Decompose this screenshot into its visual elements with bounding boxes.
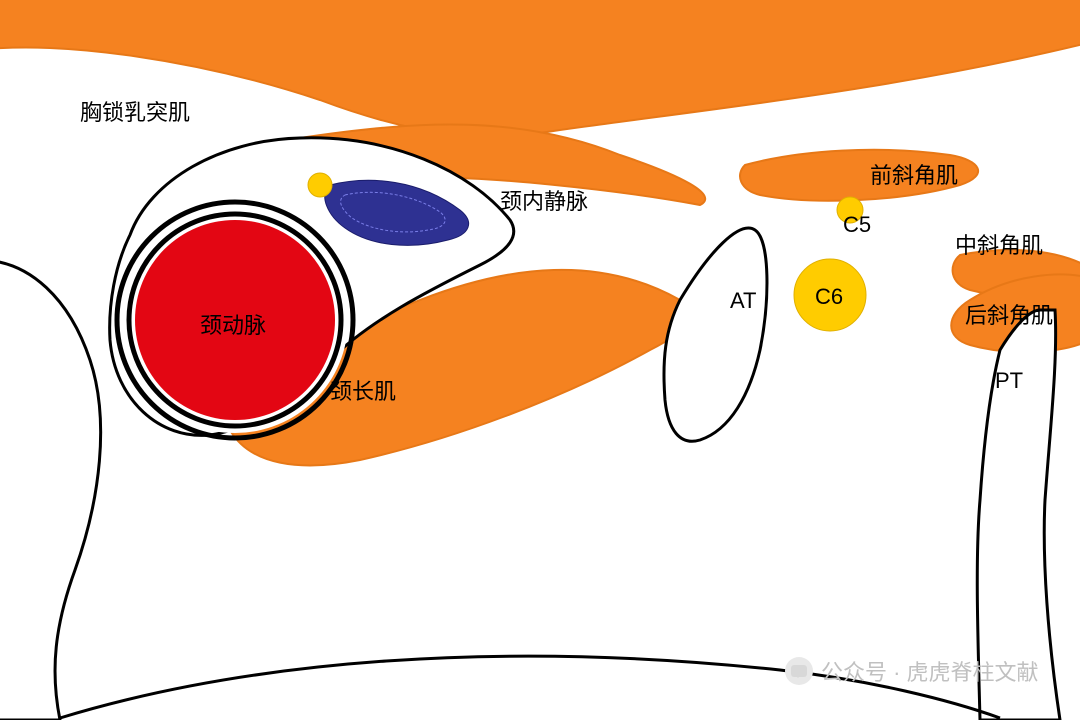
label-longus: 颈长肌 (330, 374, 396, 406)
label-post-scalene: 后斜角肌 (965, 298, 1053, 330)
label-scm: 胸锁乳突肌 (80, 95, 190, 127)
label-c5: C5 (843, 212, 871, 238)
label-pt: PT (995, 368, 1023, 394)
wechat-icon (785, 657, 813, 685)
left-vertebra-outline (0, 260, 101, 720)
label-carotid: 颈动脉 (200, 308, 266, 340)
label-ant-scalene: 前斜角肌 (870, 158, 958, 190)
watermark: 公众号 · 虎虎脊柱文献 (785, 655, 1039, 687)
anterior-tubercle-outline (664, 228, 767, 441)
label-ijv: 颈内静脉 (500, 184, 588, 216)
label-c6: C6 (815, 284, 843, 310)
vagus-nerve (308, 173, 332, 197)
diagram-stage: 胸锁乳突肌 颈内静脉 颈动脉 颈长肌 前斜角肌 中斜角肌 后斜角肌 C5 C6 … (0, 0, 1080, 720)
label-at: AT (730, 288, 756, 314)
label-mid-scalene: 中斜角肌 (955, 228, 1043, 260)
watermark-text: 公众号 · 虎虎脊柱文献 (821, 655, 1039, 687)
